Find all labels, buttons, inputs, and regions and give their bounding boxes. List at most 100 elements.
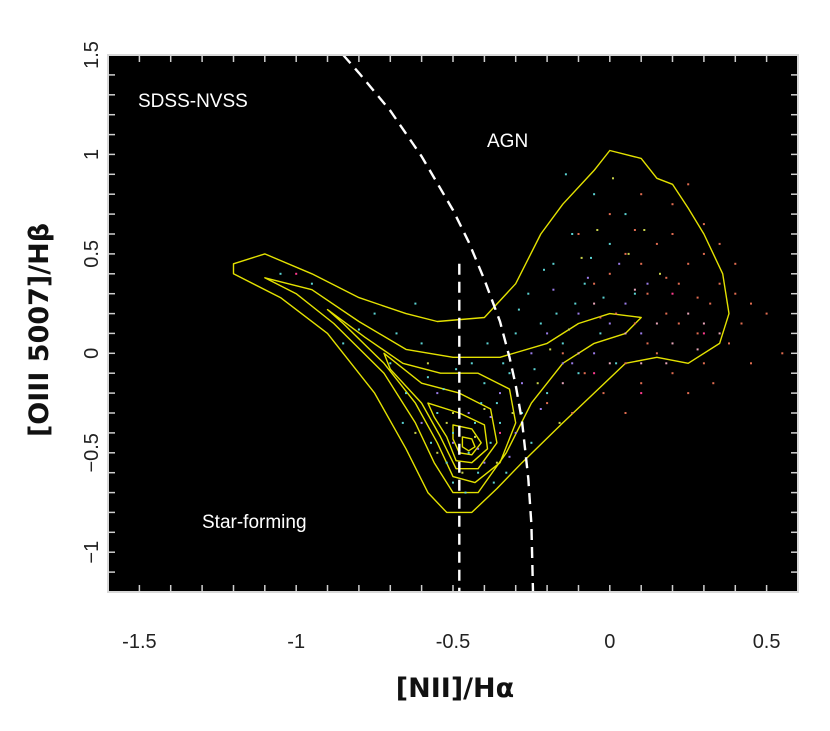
x-tick-label: -1.5 — [122, 631, 156, 653]
scatter-point — [655, 322, 658, 325]
scatter-point — [530, 441, 533, 444]
scatter-point — [671, 233, 674, 235]
scatter-point — [640, 262, 643, 265]
scatter-point — [687, 392, 690, 395]
scatter-point — [765, 312, 768, 315]
scatter-point — [599, 332, 602, 335]
scatter-point — [483, 382, 486, 385]
scatter-point — [709, 302, 712, 305]
scatter-point — [489, 416, 492, 418]
scatter-point — [590, 256, 592, 259]
scatter-point — [474, 421, 476, 424]
scatter-point — [546, 402, 549, 405]
plot-background — [108, 55, 798, 592]
scatter-point — [483, 461, 486, 464]
scatter-point — [514, 332, 517, 335]
scatter-point — [728, 342, 730, 345]
scatter-point — [508, 372, 511, 375]
scatter-point — [593, 193, 596, 196]
scatter-point — [640, 362, 643, 365]
scatter-point — [577, 312, 580, 315]
scatter-point — [561, 362, 564, 365]
scatter-point — [734, 292, 737, 295]
scatter-point — [671, 342, 674, 345]
scatter-point — [514, 431, 517, 434]
scatter-point — [389, 362, 392, 365]
y-tick-label: 0 — [81, 348, 103, 359]
scatter-point — [571, 412, 574, 414]
scatter-point — [712, 382, 715, 385]
scatter-point — [702, 252, 705, 255]
scatter-point — [640, 392, 643, 395]
y-axis-ticks: −1 −0.5 0 0.5 1 1.5 — [81, 41, 103, 564]
scatter-point — [624, 332, 627, 335]
contour-level-6 — [452, 424, 482, 456]
scatter-point — [659, 272, 661, 275]
scatter-point — [549, 348, 552, 351]
scatter-point — [599, 316, 602, 319]
scatter-point — [405, 392, 407, 395]
scatter-point — [665, 312, 668, 315]
x-tick-label: 0.5 — [753, 631, 781, 653]
scatter-point — [533, 368, 536, 371]
scatter-point — [546, 392, 549, 395]
scatter-point — [445, 421, 448, 424]
scatter-point — [696, 296, 699, 299]
scatter-point — [517, 308, 520, 311]
y-axis-title: [OIII 5007]/Hβ — [24, 223, 55, 437]
contour-level-2 — [264, 277, 642, 494]
scatter-point — [750, 302, 752, 305]
scatter-point — [499, 421, 501, 424]
scatter-point — [624, 412, 627, 414]
scatter-point — [530, 352, 533, 355]
scatter-point — [596, 229, 599, 231]
scatter-point — [577, 352, 580, 355]
scatter-point — [574, 302, 577, 305]
scatter-point — [624, 362, 627, 365]
scatter-point — [640, 382, 643, 385]
scatter-point — [568, 328, 570, 331]
scatter-point — [633, 288, 636, 291]
scatter-point — [467, 412, 470, 414]
y-tick-label: 1.5 — [81, 41, 103, 69]
contour-level-3 — [326, 308, 517, 484]
scatter-point — [618, 262, 621, 265]
scatter-point — [608, 272, 611, 275]
scatter-point — [643, 229, 646, 231]
scatter-point — [687, 312, 690, 315]
contour-level-4 — [383, 352, 498, 470]
scatter-point — [426, 362, 429, 365]
scatter-point — [420, 421, 423, 424]
scatter-point — [477, 471, 480, 474]
scatter-point — [502, 362, 505, 365]
scatter-point — [561, 382, 564, 385]
scatter-point — [564, 173, 567, 176]
dividing-lines-layer — [342, 54, 535, 593]
scatter-point — [474, 435, 476, 438]
scatter-point — [577, 233, 580, 235]
scatter-point — [373, 312, 376, 315]
x-tick-label: -0.5 — [436, 631, 470, 653]
scatter-point — [640, 332, 643, 335]
scatter-point — [492, 481, 495, 484]
scatter-point — [593, 352, 596, 355]
contour-layer — [232, 149, 730, 514]
scatter-point — [593, 372, 596, 375]
scatter-point — [495, 461, 498, 464]
scatter-point — [543, 268, 545, 271]
scatter-point — [677, 282, 680, 285]
scatter-point — [452, 412, 454, 414]
sample-label: SDSS-NVSS — [138, 91, 248, 112]
scatter-point — [608, 213, 611, 216]
scatter-point — [633, 229, 636, 231]
scatter-point — [508, 455, 511, 458]
scatter-point — [602, 392, 605, 395]
plot-area: SDSS-NVSS AGN Star-forming — [107, 54, 799, 593]
scatter-point — [295, 272, 298, 275]
scatter-point — [718, 332, 721, 335]
scatter-point — [483, 408, 486, 410]
scatter-point — [671, 372, 674, 375]
scatter-point — [750, 362, 752, 365]
scatter-point — [608, 242, 611, 245]
